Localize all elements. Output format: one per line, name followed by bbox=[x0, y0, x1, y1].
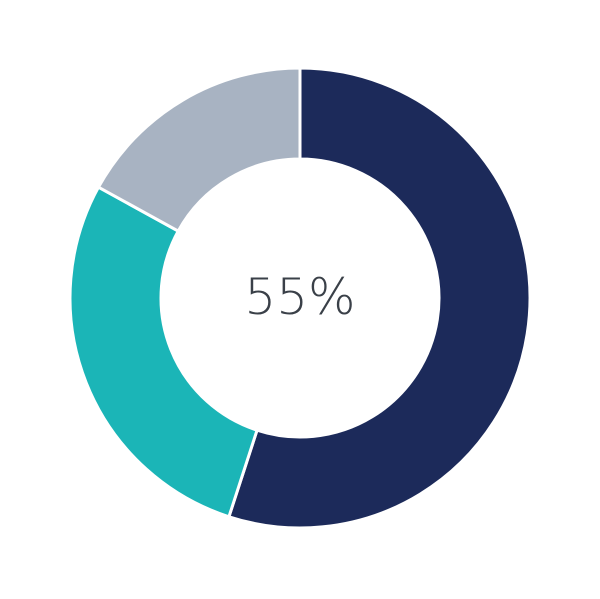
center-percentage-label: 55% bbox=[244, 268, 356, 326]
donut-slice-1 bbox=[227, 66, 532, 530]
donut-slice-2 bbox=[68, 185, 259, 519]
donut-slice-3 bbox=[96, 66, 302, 234]
